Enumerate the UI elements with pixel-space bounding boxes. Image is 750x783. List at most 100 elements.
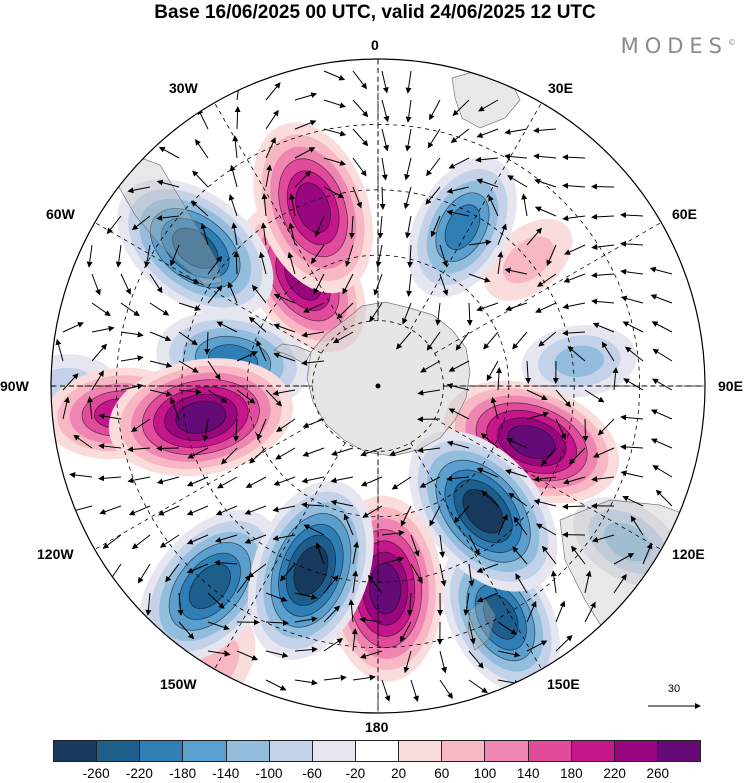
wind-vector	[301, 359, 325, 366]
colorbar-cell	[485, 741, 529, 761]
wind-vector	[352, 99, 369, 118]
wind-vector	[294, 147, 316, 159]
wind-vector	[476, 128, 499, 138]
wind-vector	[62, 322, 84, 333]
wind-vector	[591, 534, 615, 543]
wind-vector	[91, 302, 111, 317]
south-pole-marker	[375, 383, 381, 389]
wind-vector	[330, 499, 354, 507]
anomaly-contour	[175, 400, 227, 434]
wind-vector	[165, 563, 180, 583]
wind-vector	[236, 389, 256, 404]
wind-vector	[538, 331, 557, 347]
wind-vector	[186, 476, 209, 487]
wind-vector	[192, 170, 209, 188]
wind-vector	[256, 418, 267, 441]
wind-vector	[348, 215, 355, 239]
wind-vector	[381, 529, 405, 536]
wind-vector	[288, 222, 296, 246]
wind-vector	[446, 383, 470, 391]
wind-vector	[130, 418, 151, 432]
wind-vector	[131, 534, 151, 550]
lon-label-30w: 30W	[169, 80, 198, 96]
wind-vector	[178, 302, 201, 311]
wind-vector	[323, 575, 339, 594]
wind-vector	[360, 476, 383, 487]
wind-vector	[475, 156, 499, 163]
wind-vector	[227, 281, 238, 304]
lon-label-60e: 60E	[672, 206, 697, 222]
wind-vector	[120, 355, 144, 362]
wind-vector	[294, 646, 318, 653]
colorbar-tick-label: -220	[125, 766, 153, 781]
wind-vector	[466, 302, 473, 326]
wind-vector	[157, 505, 180, 516]
chart-title: Base 16/06/2025 00 UTC, valid 24/06/2025…	[154, 2, 596, 23]
wind-vector	[620, 268, 644, 275]
colorbar-cell	[269, 741, 313, 761]
wind-vector	[221, 447, 238, 465]
wind-vector	[215, 505, 238, 516]
wind-vector	[410, 563, 423, 584]
wind-vector	[526, 600, 537, 623]
wind-vector	[323, 186, 345, 199]
wind-vector	[468, 679, 488, 694]
lon-label-90e: 90E	[718, 378, 743, 394]
map-boundary	[50, 58, 706, 714]
wind-vector	[541, 447, 557, 466]
wind-vector	[650, 294, 673, 304]
new-zealand-land	[467, 599, 496, 651]
wind-vector	[200, 222, 209, 246]
wind-vector	[533, 499, 557, 507]
wind-vector	[468, 273, 491, 283]
wind-vector	[497, 621, 518, 635]
wind-vector	[352, 674, 376, 681]
wind-vector	[468, 650, 484, 669]
anomaly-contour	[554, 345, 605, 378]
wind-vector	[504, 267, 528, 275]
wind-vector	[417, 389, 441, 396]
wind-vector	[197, 108, 209, 130]
anomaly-field	[51, 122, 683, 711]
wind-vector	[301, 331, 325, 338]
lon-label-150e: 150E	[547, 676, 580, 692]
wind-vector	[381, 70, 389, 94]
wind-vector	[149, 389, 173, 397]
wind-vector	[204, 331, 211, 355]
wind-vector	[294, 679, 318, 686]
colorbar-cell	[226, 741, 270, 761]
wind-vector	[178, 360, 199, 373]
reference-vector-label: 30	[667, 683, 681, 695]
wind-vector	[233, 251, 240, 275]
wind-vector	[216, 476, 238, 489]
wind-vector	[468, 563, 475, 587]
wind-vector	[450, 128, 470, 143]
wind-vector	[265, 679, 287, 691]
wind-vector	[294, 616, 318, 623]
wind-vector	[468, 239, 492, 246]
wind-vectors	[55, 70, 673, 702]
wind-vector	[178, 273, 200, 284]
wind-vector	[145, 592, 152, 616]
wind-vector	[149, 302, 170, 316]
wind-vector	[455, 331, 470, 351]
wind-vector	[404, 157, 412, 181]
wind-vector	[352, 570, 359, 594]
wind-vector	[69, 472, 93, 478]
colorbar-tick-label: 260	[646, 766, 670, 781]
wind-vector	[526, 640, 548, 652]
wind-vector	[562, 330, 586, 337]
wind-vector	[591, 476, 615, 483]
wind-vector	[446, 209, 470, 217]
wind-vector	[303, 524, 325, 536]
wind-vector	[98, 413, 122, 420]
wind-vector	[507, 175, 528, 188]
wind-vector	[190, 200, 209, 217]
wind-vector	[400, 505, 412, 527]
wind-vector	[439, 563, 447, 587]
wind-vector	[513, 516, 528, 536]
wind-vector	[497, 650, 521, 658]
wind-vector	[120, 302, 140, 317]
wind-vector	[402, 302, 412, 325]
wind-vector	[597, 418, 615, 436]
